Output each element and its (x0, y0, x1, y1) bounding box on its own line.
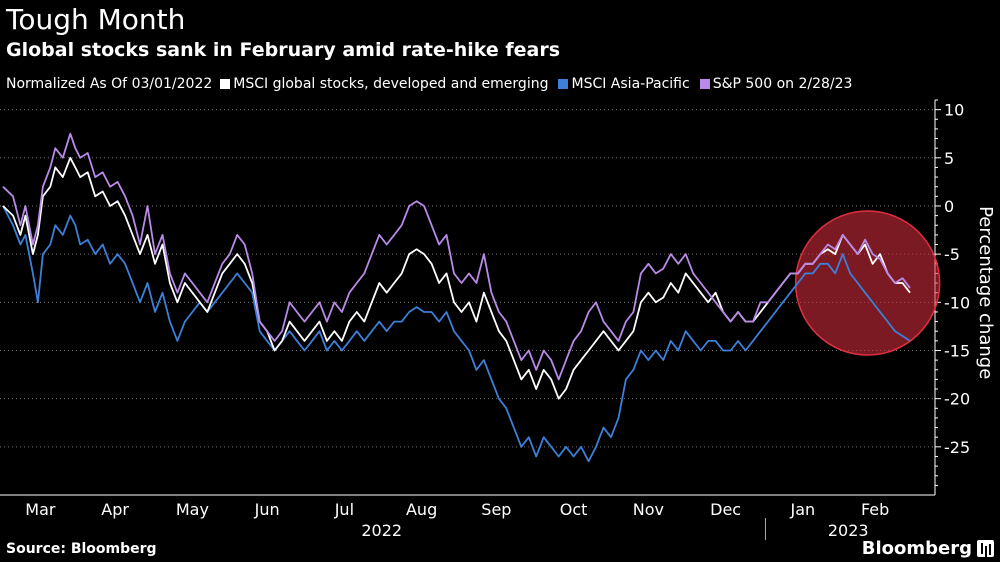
x-tick-label-nov: Nov (633, 500, 664, 519)
normalization-note: Normalized As Of 03/01/2022 (6, 76, 213, 92)
x-tick-label-jul: Jul (334, 500, 354, 519)
chart-title: Tough Month (6, 3, 186, 36)
x-tick-label-sep: Sep (481, 500, 511, 519)
legend: Normalized As Of 03/01/2022 MSCI global … (6, 74, 862, 94)
legend-item-msci-global: MSCI global stocks, developed and emergi… (220, 76, 548, 92)
legend-swatch-msci-asia-pacific (558, 79, 569, 89)
y-tick-label: -5 (944, 245, 960, 264)
series-line-sp500 (2, 132, 911, 381)
x-tick-label-dec: Dec (710, 500, 741, 519)
source-note: Source: Bloomberg (6, 541, 157, 557)
x-tick-label-may: May (176, 500, 209, 519)
series-line-msci-global (2, 156, 911, 400)
x-year-label-2022: 2022 (361, 521, 402, 540)
y-tick-label: 0 (944, 197, 954, 216)
x-tick-label-jun: Jun (254, 500, 280, 519)
series-line-msci-asia-pacific (2, 205, 911, 463)
x-tick-label-mar: Mar (25, 500, 56, 519)
bloomberg-chart-icon (977, 540, 994, 557)
x-tick-label-aug: Aug (406, 500, 437, 519)
x-tick-label-jan: Jan (790, 500, 816, 519)
y-tick-label: 10 (944, 101, 964, 120)
legend-swatch-sp500 (699, 79, 710, 89)
y-tick-label: 5 (944, 149, 954, 168)
legend-item-sp500: S&P 500 on 2/28/23 (699, 76, 853, 92)
x-year-label-2023: 2023 (828, 521, 869, 540)
x-tick-label-apr: Apr (101, 500, 129, 519)
x-tick-label-oct: Oct (560, 500, 588, 519)
y-axis-title: Percentage change (975, 206, 996, 379)
legend-label-sp500: S&P 500 on 2/28/23 (712, 76, 853, 92)
legend-swatch-msci-global (220, 79, 231, 89)
legend-label-msci-asia-pacific: MSCI Asia-Pacific (571, 76, 690, 92)
chart-subtitle: Global stocks sank in February amid rate… (6, 39, 561, 61)
y-tick-label: -25 (944, 438, 970, 457)
y-tick-label: -20 (944, 390, 970, 409)
x-tick-label-feb: Feb (861, 500, 889, 519)
legend-label-msci-global: MSCI global stocks, developed and emergi… (233, 76, 549, 92)
highlight-circle (794, 210, 941, 356)
brand-logo-text: Bloomberg (861, 538, 972, 559)
y-tick-label: -15 (944, 341, 970, 360)
legend-item-msci-asia-pacific: MSCI Asia-Pacific (558, 76, 690, 92)
y-tick-label: -10 (944, 293, 970, 312)
